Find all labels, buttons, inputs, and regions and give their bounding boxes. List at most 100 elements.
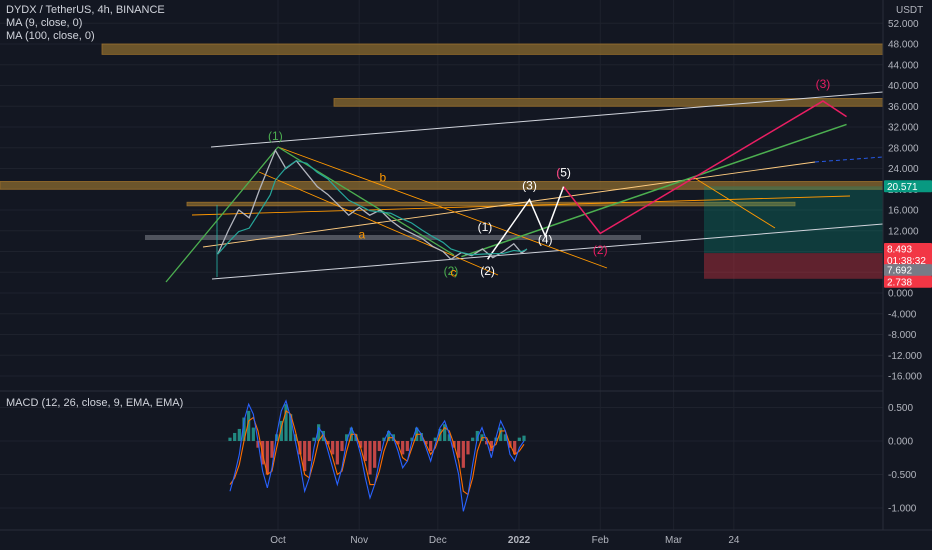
macd-histogram-bar [251, 427, 255, 441]
countdown-tag: 01:38:32 [887, 256, 926, 267]
time-axis-tick: Nov [350, 535, 368, 546]
wave-label: a [358, 228, 365, 242]
macd-histogram-bar [298, 441, 302, 455]
time-axis-tick: Oct [270, 535, 286, 546]
current-price-tag: 8.493 [887, 244, 912, 255]
macd-histogram-bar [345, 434, 349, 441]
macd-histogram-bar [429, 441, 433, 452]
price-series [217, 148, 528, 261]
macd-histogram-bar [293, 434, 297, 441]
resistance-zone [333, 98, 884, 107]
macd-histogram-bar [368, 441, 372, 475]
macd-line [229, 399, 525, 512]
white-projection [486, 186, 565, 260]
macd-histogram-bar [359, 441, 363, 448]
macd-axis-tick: -1.000 [888, 504, 917, 515]
wave-labels: (1) (2) a b c (1) (2) (3) (4) (5)((2) (3) [268, 77, 830, 279]
price-axis-tick: 36.000 [888, 102, 919, 113]
macd-histogram-bar [424, 441, 428, 445]
wave-label: (1) [268, 129, 283, 143]
macd-histogram-bar [363, 441, 367, 462]
wave-label: (3) [816, 77, 831, 91]
ma9-legend[interactable]: MA (9, close, 0) [6, 17, 83, 29]
orange-down-channel-upper [277, 146, 608, 269]
wave-label: (1) [478, 220, 493, 234]
price-axis-tick: 32.000 [888, 123, 919, 134]
macd-histogram-bar [475, 430, 479, 441]
ma100-legend[interactable]: MA (100, close, 0) [6, 30, 95, 42]
price-axis-tick: 12.000 [888, 226, 919, 237]
macd-histogram-bar [471, 437, 475, 441]
time-axis[interactable]: Oct Nov Dec 2022 Feb Mar 24 [270, 535, 740, 546]
horizontal-zones [0, 43, 884, 279]
macd-histogram-bar [513, 441, 517, 455]
green-impulse-up [165, 146, 279, 283]
orange-channel-line [202, 161, 816, 248]
macd-legend[interactable]: MACD (12, 26, close, 9, EMA, EMA) [6, 397, 184, 409]
macd-histogram-bar [396, 441, 400, 445]
wave-label: (3) [522, 178, 537, 192]
target-price-tag: 20.571 [887, 182, 918, 193]
wave-label: c [451, 265, 457, 279]
macd-histogram-bar [377, 441, 381, 452]
current-price-tag-bg [884, 242, 932, 267]
macd-histogram-bar [270, 441, 274, 458]
price-axis-tick: 40.000 [888, 81, 919, 92]
macd-histogram-bar [517, 437, 521, 441]
macd-histogram-bar [312, 437, 316, 441]
price-axis-tick: -8.000 [888, 330, 917, 341]
time-axis-tick: 24 [728, 535, 740, 546]
macd-histogram-bar [382, 437, 386, 441]
resistance-zone [101, 43, 884, 55]
blue-dashed-extension [814, 156, 884, 163]
orange-correction-line [692, 176, 776, 229]
macd-histogram-bar [228, 437, 232, 441]
macd-histogram-bar [233, 432, 237, 441]
macd-axis-tick: 0.500 [888, 403, 913, 414]
macd-histogram-bar [373, 441, 377, 468]
orange-trend-line [191, 195, 851, 216]
green-impulse-down [277, 146, 455, 256]
macd-histogram-bar [405, 441, 409, 452]
macd-histogram-bar [326, 441, 330, 445]
time-axis-tick: Feb [592, 535, 610, 546]
time-axis-tick: 2022 [508, 535, 531, 546]
entry-price-tag: 7.692 [887, 266, 912, 277]
macd-histogram-bar [443, 424, 447, 441]
macd-histogram-bar [303, 441, 307, 472]
price-line [217, 148, 528, 261]
price-axis-tick: -16.000 [888, 372, 922, 383]
macd-histogram-bar [331, 441, 335, 455]
long-target-zone [704, 186, 883, 254]
stop-price-tag: 2.738 [887, 277, 912, 288]
symbol-title[interactable]: DYDX / TetherUS, 4h, BINANCE [6, 4, 165, 16]
price-axis-tick: 0.000 [888, 289, 913, 300]
channel-upper-line [210, 91, 884, 148]
macd-histogram-bar [461, 441, 465, 468]
macd-histogram-bar [466, 441, 470, 455]
macd-histogram-bar [284, 404, 288, 441]
macd-pane [228, 399, 526, 512]
wave-label: b [379, 170, 386, 184]
ma9-line [217, 160, 528, 256]
target-price-tag-bg [884, 180, 932, 193]
macd-histogram-bar [522, 435, 526, 441]
macd-histogram-bar [503, 434, 507, 441]
macd-axis-tick: -0.500 [888, 470, 917, 481]
macd-histogram-bar [433, 437, 437, 441]
macd-histogram-bar [401, 441, 405, 455]
pink-projection [562, 100, 847, 235]
price-axis-tick: 44.000 [888, 60, 919, 71]
macd-histogram-bar [489, 441, 493, 452]
macd-histogram-bar [307, 441, 311, 462]
entry-price-tag-bg [884, 264, 932, 277]
resistance-zone [186, 201, 796, 207]
macd-histogram-bar [237, 428, 241, 441]
macd-histogram-bar [457, 441, 461, 458]
orange-down-channel-lower [258, 171, 499, 276]
macd-histogram-bar [499, 427, 503, 441]
macd-signal-line [229, 409, 525, 496]
